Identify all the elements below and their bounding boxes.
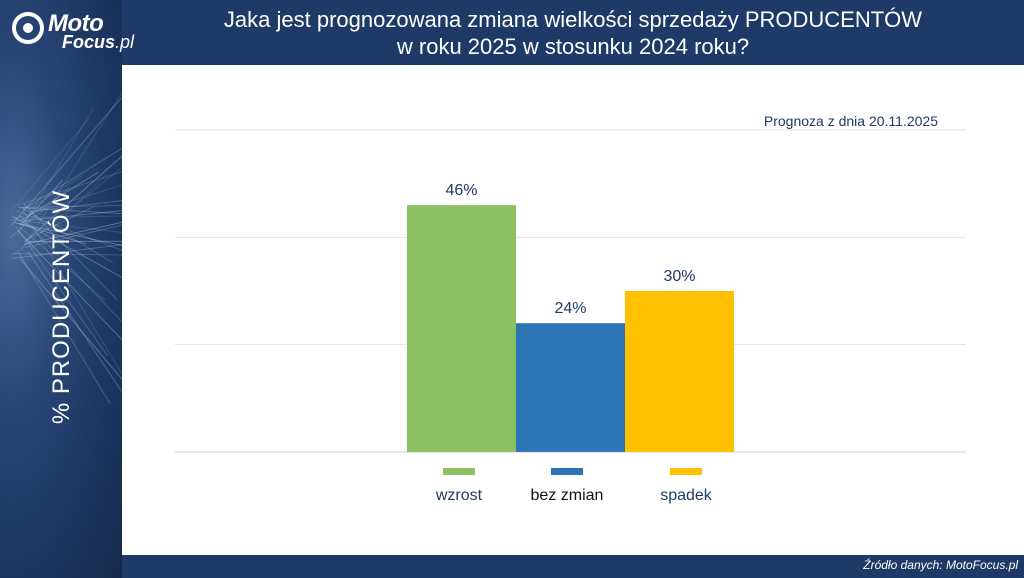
header-bar — [122, 0, 1024, 65]
legend-swatch — [670, 468, 702, 475]
legend-label: spadek — [660, 487, 713, 504]
source-note: Źródło danych: MotoFocus.pl — [863, 558, 1018, 572]
logo-focus: Focus.pl — [62, 32, 135, 52]
logo-wheel-icon — [12, 12, 44, 44]
data-label: 46% — [445, 182, 477, 199]
forecast-note: Prognoza z dnia 20.11.2025 — [763, 113, 938, 129]
left-decorative-panel — [0, 0, 122, 578]
legend-label: wzrost — [435, 487, 483, 504]
legend-label: bez zmian — [531, 487, 604, 504]
bar-spadek — [625, 291, 734, 452]
data-label: 24% — [554, 300, 586, 317]
legend-swatch — [443, 468, 475, 475]
title-line-2: w roku 2025 w stosunku 2024 roku? — [396, 34, 750, 59]
motofocus-logo: Moto Focus.pl — [12, 8, 134, 52]
data-label: 30% — [663, 268, 695, 285]
bar-bez-zmian — [516, 323, 625, 452]
title-line-1: Jaka jest prognozowana zmiana wielkości … — [223, 7, 923, 32]
logo-moto: Moto — [48, 10, 104, 37]
legend-swatch — [551, 468, 583, 475]
bar-wzrost — [407, 205, 516, 452]
footer-bar: Źródło danych: MotoFocus.pl — [122, 555, 1024, 578]
page-title: Jaka jest prognozowana zmiana wielkości … — [122, 6, 1024, 60]
